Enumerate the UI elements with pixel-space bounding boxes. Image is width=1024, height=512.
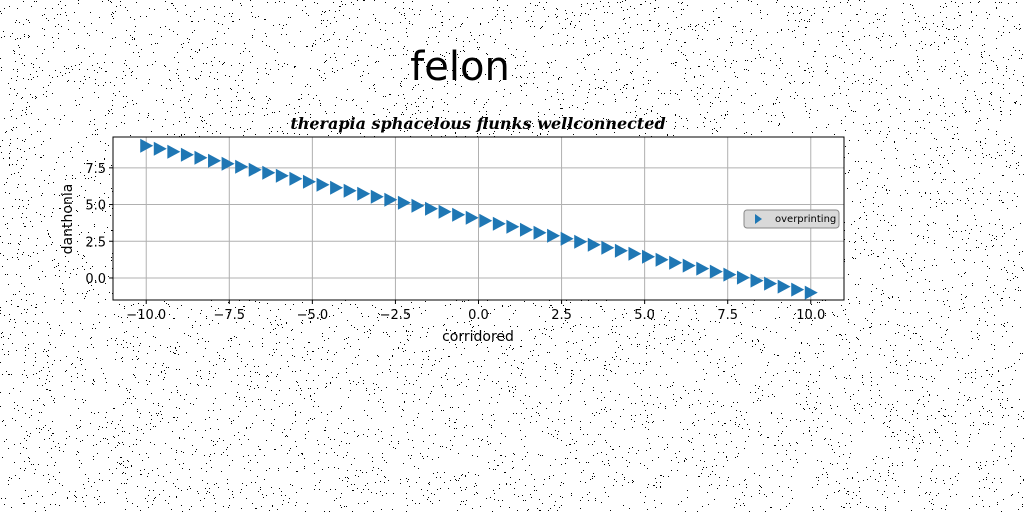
scatter-point [180,147,194,162]
scatter-points [140,138,818,300]
grid-lines [113,137,844,300]
x-tick-label: 10.0 [796,308,825,323]
scatter-point [791,282,805,297]
scatter-point [248,162,262,177]
x-tick-label: 7.5 [717,308,738,323]
scatter-point [723,267,737,282]
scatter-point [438,204,452,219]
scatter-point [492,216,506,231]
scatter-point [479,213,493,228]
legend: overprinting [743,209,840,229]
scatter-point [642,249,656,264]
scatter-point [357,186,371,201]
scatter-point [519,222,533,237]
scatter-point [208,153,222,168]
scatter-point [221,156,235,171]
y-axis-ticks: 0.0 2.5 5.0 7.5 [85,162,113,287]
chart-title: therapia sphacelous flunks wellconnected [290,114,665,133]
scatter-point [506,219,520,234]
x-tick-label: −10.0 [126,308,166,323]
x-tick-label: −7.5 [214,308,246,323]
scatter-point [302,174,316,189]
scatter-point [370,189,384,204]
scatter-point [736,270,750,285]
x-axis-label: corridored [442,329,514,345]
scatter-point [194,150,208,165]
scatter-point [452,207,466,222]
scatter-point [275,168,289,183]
scatter-point [262,165,276,180]
scatter-point [316,177,330,192]
y-tick-label: 0.0 [85,272,106,287]
scatter-point [235,159,249,174]
scatter-point [560,231,574,246]
x-axis-ticks: −10.0 −7.5 −5.0 −2.5 0.0 2.5 5.0 7.5 10.0 [126,300,825,323]
legend-marker-icon [755,214,762,224]
scatter-point [140,138,154,153]
y-axis-label: danthonia [60,184,76,255]
y-tick-label: 7.5 [85,162,106,177]
scatter-point [628,246,642,261]
scatter-point [682,258,696,273]
scatter-point [153,141,167,156]
scatter-point [384,192,398,207]
scatter-point [330,180,344,195]
scatter-point [533,225,547,240]
scatter-point [587,237,601,252]
figure-suptitle: felon [410,44,510,90]
scatter-point [343,183,357,198]
scatter-point [465,210,479,225]
x-tick-label: −2.5 [380,308,412,323]
x-tick-label: 5.0 [634,308,655,323]
scatter-point [397,195,411,210]
y-tick-label: 2.5 [85,235,106,250]
scatter-point [709,264,723,279]
scatter-point [804,285,818,300]
legend-label: overprinting [775,214,836,225]
scatter-point [411,198,425,213]
y-tick-label: 5.0 [85,199,106,214]
x-tick-label: −5.0 [297,308,329,323]
legend-box [743,209,840,229]
scatter-point [669,255,683,270]
scatter-point [601,240,615,255]
scatter-point [574,234,588,249]
scatter-point [750,273,764,288]
scatter-point [696,261,710,276]
x-tick-label: 0.0 [468,308,489,323]
scatter-point [167,144,181,159]
scatter-point [289,171,303,186]
scatter-point [764,276,778,291]
scatter-point [425,201,439,216]
x-tick-label: 2.5 [551,308,572,323]
plot-area: −10.0 −7.5 −5.0 −2.5 0.0 2.5 5.0 7.5 10.0 0.0 2.5… [85,136,845,323]
scatter-point [547,228,561,243]
scatter-point [614,243,628,258]
scatter-point [777,279,791,294]
scatter-point [655,252,669,267]
